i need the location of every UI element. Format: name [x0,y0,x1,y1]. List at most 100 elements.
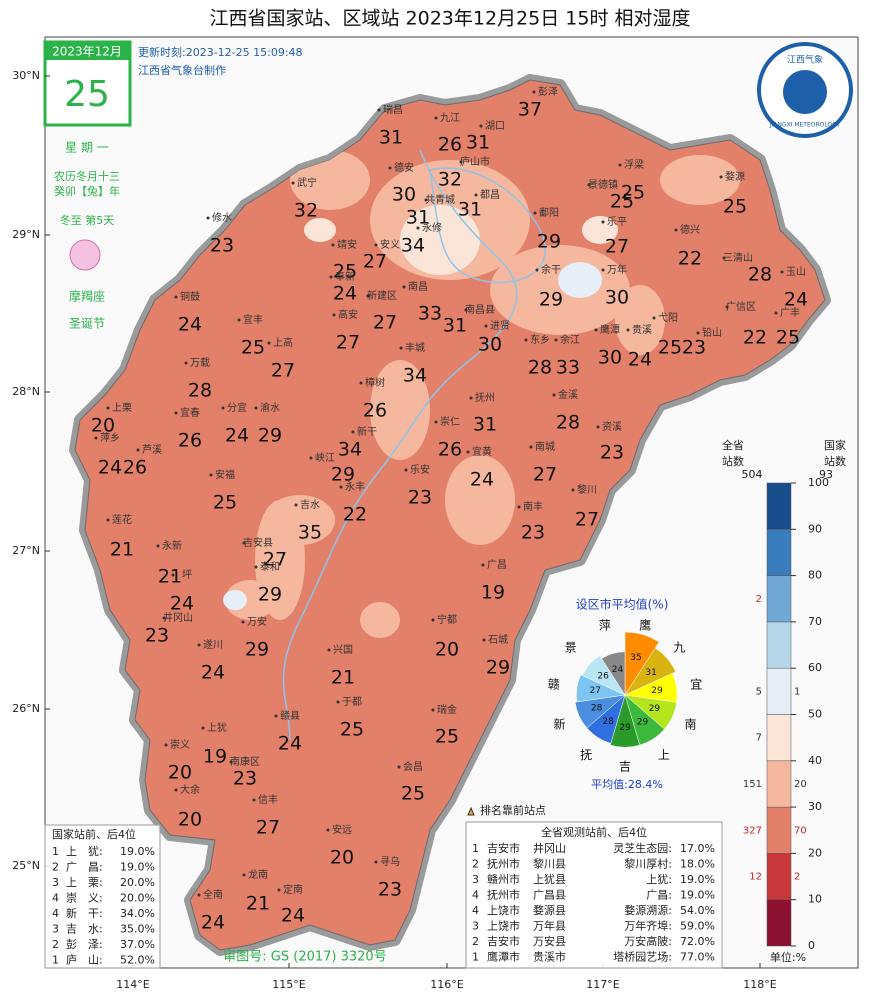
station-value: 31 [466,132,490,154]
province-rank-cell: 万年齐埠: [624,919,672,933]
station-dot [535,268,539,272]
station-name: 瑞金 [437,703,457,716]
national-rank-cell: 3 [52,876,59,889]
station-value: 24 [470,469,494,491]
province-rank-cell: 婺源溯源: [624,903,672,917]
lon-label: 117°E [586,978,619,991]
province-rank-cell: 上犹县 [533,873,566,886]
national-rank-cell: 吉 水: [66,923,103,936]
colorbar-tick-label: 60 [808,661,822,674]
colorbar-tick-label: 40 [808,754,822,767]
station-dot [174,295,178,299]
calendar-header [45,42,130,60]
lon-label: 116°E [430,978,463,991]
station-value: 29 [486,657,510,679]
station-dot [397,765,401,769]
station-value: 33 [556,357,580,379]
title: 江西省国家站、区域站 2023年12月25日 15时 相对湿度 [209,8,690,30]
station-dot [482,638,486,642]
station-value: 24 [201,662,225,684]
pie-value: 29 [637,718,649,728]
station-dot [351,430,355,434]
station-dot [197,643,201,647]
lat-label: 26°N [12,702,40,715]
station-name: 三清山 [723,251,753,264]
station-dot [197,893,201,897]
station-name: 广信区 [726,301,756,313]
province-rank-cell: 72.0% [680,935,715,948]
station-value: 21 [331,667,355,689]
station-name: 于都 [342,696,362,708]
station-dot [416,226,420,230]
province-count: 7 [756,733,762,744]
station-name: 全南 [203,888,223,901]
station-dot [464,308,468,312]
station-dot [780,270,784,274]
station-name: 德兴 [680,223,700,236]
province-rank-cell: 灵芝生态园: [613,841,672,855]
pie-value: 29 [651,686,663,696]
station-dot [402,285,406,289]
station-value: 29 [331,464,355,486]
station-value: 20 [168,762,192,784]
station-value: 34 [401,235,425,257]
humidity-patch [445,455,515,545]
province-rank-cell: 赣州市 [487,872,520,886]
national-rank-cell: 19.0% [120,861,155,874]
province-rank-cell: 黎川厚村: [624,857,672,871]
province-count: 2 [756,594,762,605]
province-rank-cell: 2 [472,935,479,948]
station-name: 上栗 [112,402,132,414]
humidity-patch [223,590,247,610]
station-value: 27 [271,360,295,382]
station-dot [291,181,295,185]
station-name: 湖口 [485,120,505,132]
station-dot [326,828,330,832]
station-dot [136,448,140,452]
station-value: 23 [600,442,624,464]
station-dot [601,220,605,224]
province-total: 504 [742,468,763,481]
station-dot [241,620,245,624]
station-name: 浮梁 [624,158,644,171]
pie-label: 抚 [580,748,592,762]
province-rank-cell: 77.0% [680,951,715,964]
station-value: 35 [298,522,322,544]
station-dot [434,420,438,424]
national-header: 国家 [824,438,846,452]
station-name: 吉安县 [243,536,273,549]
station-name: 鹰潭 [600,323,620,336]
station-value: 32 [294,200,318,222]
station-value: 25 [658,337,682,359]
national-rank-cell: 34.0% [120,907,155,920]
station-dot [309,456,313,460]
lat-label: 25°N [12,859,40,872]
humidity-patch [225,580,275,620]
province-rank-cell: 贵溪市 [533,950,566,964]
station-name: 余干 [541,263,561,276]
station-value: 24 [784,289,808,311]
station-name: 坪 [182,568,192,581]
station-value: 29 [537,231,561,253]
logo-name: 江西气象 [787,54,823,66]
station-name: 万载 [190,357,210,369]
station-dot [388,166,392,170]
colorbar-tick-label: 20 [808,846,822,859]
pie-average: 平均值:28.4% [591,778,663,791]
station-dot [201,726,205,730]
station-value: 25 [213,492,237,514]
update-time: 更新时刻:2023-12-25 15:09:48 [138,45,303,59]
station-name: 南城 [535,440,555,453]
province-rank-cell: 吉安市 [487,934,520,948]
province-rank-cell: 婺源县 [533,903,566,917]
calendar-month: 2023年12月 [52,45,122,59]
province-rank-cell: 上饶市 [487,919,520,933]
station-dot [174,788,178,792]
station-name: 信丰 [258,793,278,806]
station-dot [206,216,210,220]
pie-slice [574,694,626,729]
station-name: 南昌 [408,280,428,293]
pie-slice [609,694,641,748]
national-rank-cell: 3 [52,923,59,936]
lat-label: 29°N [12,228,40,241]
